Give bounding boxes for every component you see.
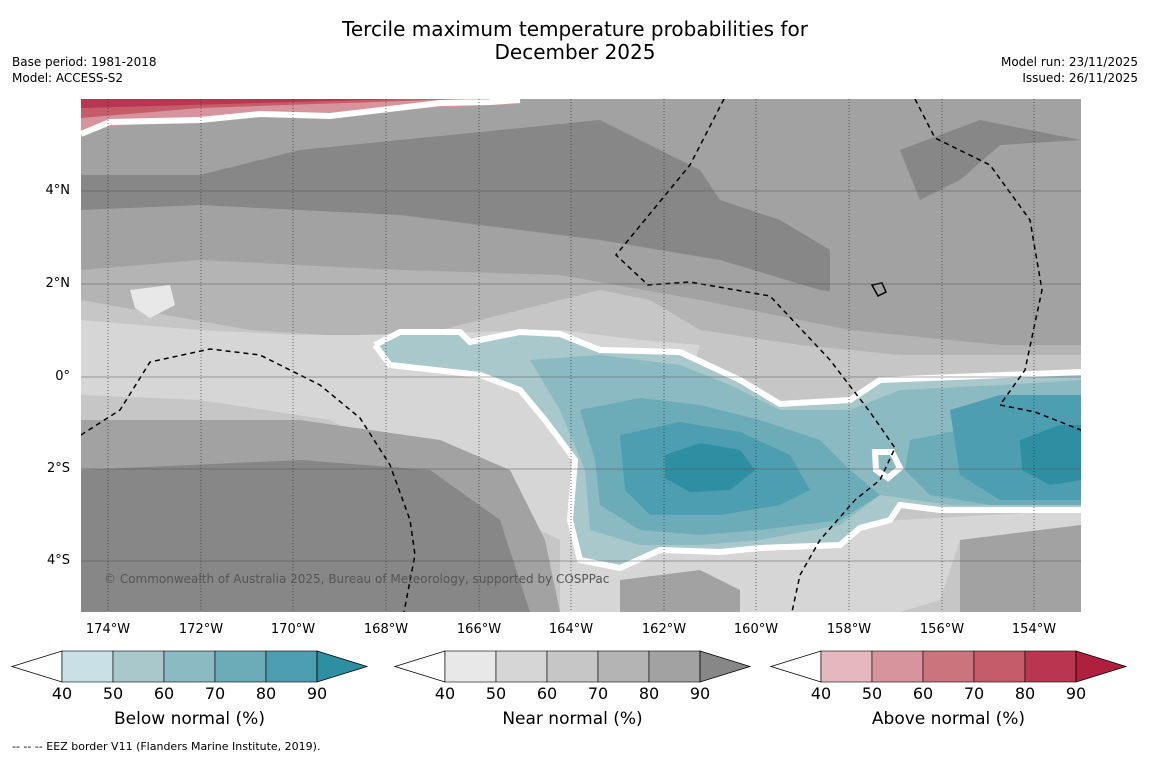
eez-borders xyxy=(81,99,1081,612)
lat-gridlines xyxy=(81,190,1081,562)
colorbar-above-tick: 60 xyxy=(912,684,934,703)
colorbar-above-lower-extend xyxy=(769,650,822,683)
colorbar-below-upper-extend xyxy=(316,650,369,683)
colorbar-below-tick: 70 xyxy=(204,684,226,703)
colorbar-near-segment xyxy=(597,650,650,683)
colorbar-above-tick: 70 xyxy=(963,684,985,703)
near-normal-mid-sw xyxy=(81,420,560,612)
colorbar-near-segment xyxy=(444,650,497,683)
colorbar-below-tick: 90 xyxy=(306,684,328,703)
colorbar-near-title: Near normal (%) xyxy=(502,709,643,729)
lon-label-162w: 162°W xyxy=(641,622,687,637)
contour-40-island xyxy=(871,449,904,482)
lon-label-174w: 174°W xyxy=(85,622,131,637)
lon-label-154w: 154°W xyxy=(1011,622,1057,637)
colorbar-near xyxy=(393,650,752,683)
colorbar-below-segment xyxy=(265,650,318,683)
eez-border-3 xyxy=(914,99,1081,431)
small-island xyxy=(870,282,887,297)
lat-label-2n: 2°N xyxy=(45,276,71,291)
lon-label-164w: 164°W xyxy=(548,622,594,637)
colorbar-below-tick: 40 xyxy=(51,684,73,703)
colorbar-near-segment xyxy=(546,650,599,683)
lon-label-170w: 170°W xyxy=(270,622,316,637)
near-normal-band-80 xyxy=(81,99,1081,330)
colorbar-below-segment xyxy=(214,650,267,683)
colorbar-above-tick: 90 xyxy=(1065,684,1087,703)
colorbar-below-segment xyxy=(163,650,216,683)
colorbar-below-title: Below normal (%) xyxy=(114,709,265,729)
colorbar-near-segment xyxy=(648,650,701,683)
colorbar-near-upper-extend xyxy=(699,650,752,683)
meta-right: Model run: 23/11/2025 Issued: 26/11/2025 xyxy=(1001,54,1138,86)
eez-border-1 xyxy=(614,99,896,612)
colorbar-near-tick: 80 xyxy=(638,684,660,703)
colorbar-below-segment xyxy=(112,650,165,683)
colorbar-near-tick: 50 xyxy=(485,684,507,703)
base-period: Base period: 1981-2018 xyxy=(12,55,157,69)
colorbar-above-segment xyxy=(820,650,873,683)
model-name: Model: ACCESS-S2 xyxy=(12,71,124,85)
colorbar-above-tick: 40 xyxy=(810,684,832,703)
lat-label-4n: 4°N xyxy=(45,183,71,198)
lat-label-4s: 4°S xyxy=(46,553,70,568)
issued-date: Issued: 26/11/2025 xyxy=(1022,71,1138,85)
near-normal-dark-sw xyxy=(81,450,540,612)
contour-40-below xyxy=(372,328,1081,572)
map-title-line1: Tercile maximum temperature probabilitie… xyxy=(342,17,808,41)
colorbar-below-tick: 50 xyxy=(102,684,124,703)
colorbar-above-segment xyxy=(922,650,975,683)
model-run: Model run: 23/11/2025 xyxy=(1000,55,1138,69)
colorbar-below xyxy=(10,650,369,683)
near-normal-light-patch xyxy=(130,285,175,318)
colorbar-near-tick: 40 xyxy=(434,684,456,703)
colorbar-below-tick: 80 xyxy=(255,684,277,703)
colorbar-near-tick: 60 xyxy=(536,684,558,703)
lon-label-156w: 156°W xyxy=(919,622,965,637)
colorbar-above-upper-extend xyxy=(1075,650,1128,683)
lon-label-160w: 160°W xyxy=(733,622,779,637)
colorbar-above xyxy=(769,650,1128,683)
contour-40-above xyxy=(81,99,521,137)
colorbar-above-segment xyxy=(871,650,924,683)
colorbar-above-tick: 50 xyxy=(861,684,883,703)
colorbar-below-tick: 60 xyxy=(153,684,175,703)
colorbar-near-tick: 70 xyxy=(587,684,609,703)
near-normal-mid-s xyxy=(620,570,740,612)
above-normal-90 xyxy=(81,99,400,108)
colorbar-above-segment xyxy=(973,650,1026,683)
map-title-line2: December 2025 xyxy=(494,40,656,64)
eez-footnote: -- -- -- EEZ border V11 (Flanders Marine… xyxy=(12,740,321,753)
colorbar-above-tick: 80 xyxy=(1014,684,1036,703)
map-title: Tercile maximum temperature probabilitie… xyxy=(0,18,1150,64)
near-normal-mid-se xyxy=(960,525,1081,612)
colorbar-near-segment xyxy=(495,650,548,683)
colorbar-below-segment xyxy=(61,650,114,683)
below-normal-80 xyxy=(665,425,1081,492)
lat-label-2s: 2°S xyxy=(46,461,70,476)
colorbar-below-lower-extend xyxy=(10,650,63,683)
lon-label-168w: 168°W xyxy=(363,622,409,637)
colorbar-above-title: Above normal (%) xyxy=(871,709,1026,729)
colorbar-near-lower-extend xyxy=(393,650,446,683)
eez-border-2 xyxy=(81,348,416,612)
colorbar-near-tick: 90 xyxy=(689,684,711,703)
copyright-notice: © Commonwealth of Australia 2025, Bureau… xyxy=(104,572,610,586)
lon-label-166w: 166°W xyxy=(456,622,502,637)
lon-label-158w: 158°W xyxy=(826,622,872,637)
lat-label-0: 0° xyxy=(55,369,70,384)
colorbar-above-segment xyxy=(1024,650,1077,683)
meta-left: Base period: 1981-2018 Model: ACCESS-S2 xyxy=(12,54,157,86)
lon-label-172w: 172°W xyxy=(178,622,224,637)
